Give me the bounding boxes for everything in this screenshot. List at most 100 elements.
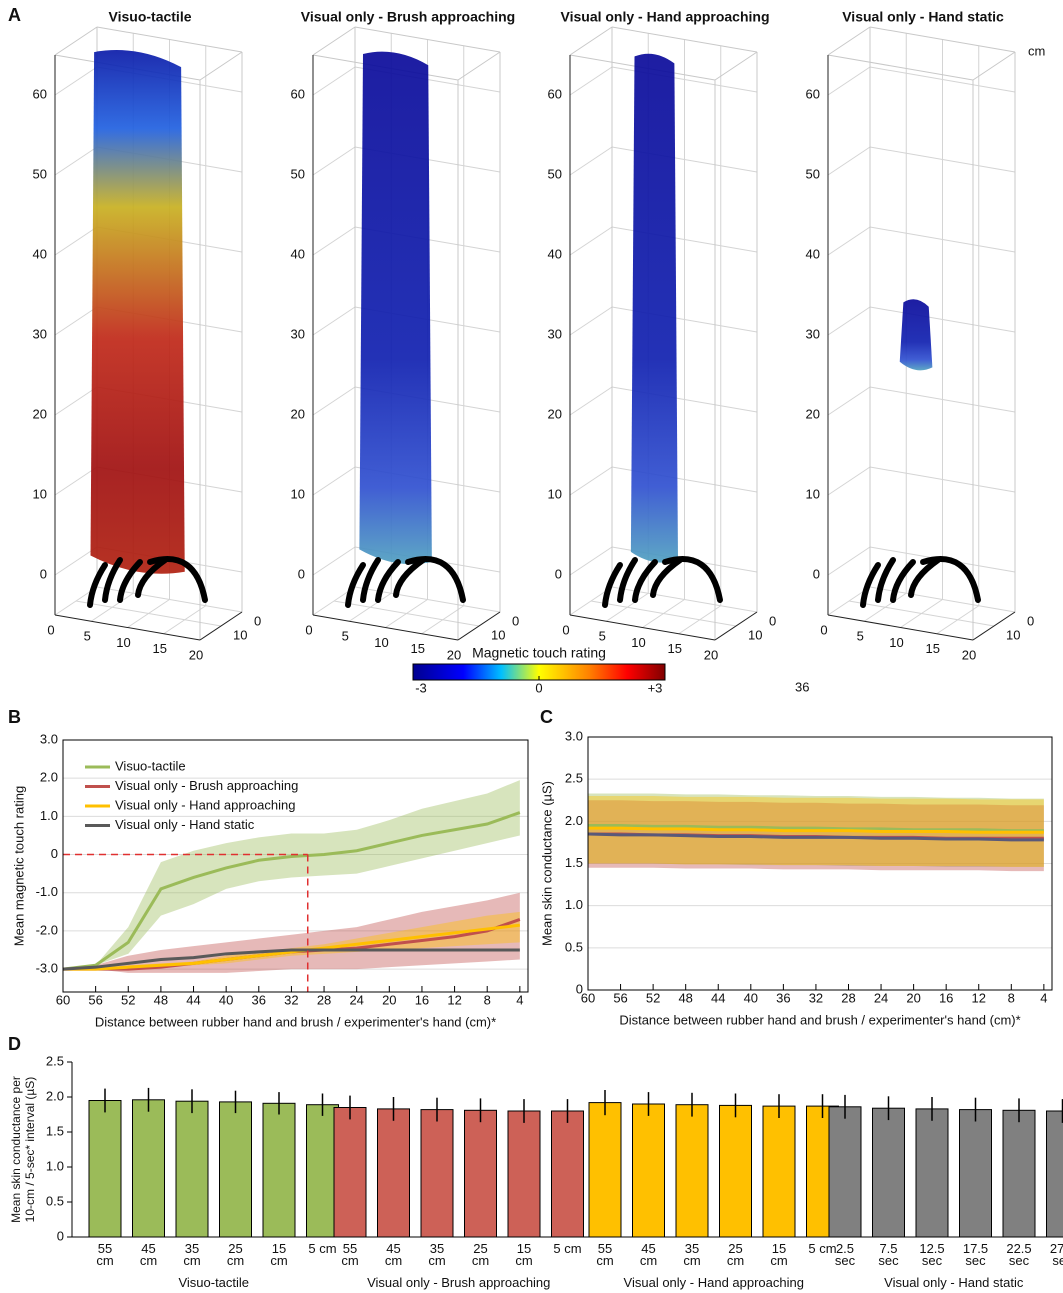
legend-label: Visual only - Brush approaching <box>115 778 298 793</box>
category-label: 15 cm <box>515 1241 533 1268</box>
y-tick-label: 0 <box>576 981 583 996</box>
box-edge <box>54 26 98 56</box>
x-tick-label: 48 <box>154 992 168 1007</box>
panel-label: B <box>8 707 21 727</box>
category-label: 55 cm <box>341 1241 359 1268</box>
bar <box>828 1106 862 1238</box>
hand-shape <box>117 559 143 603</box>
bar <box>959 1109 992 1238</box>
hand-shape <box>920 556 981 603</box>
z-tick-label: 30 <box>291 326 305 341</box>
panel-title: Visual only - Hand static <box>842 9 1004 25</box>
grid-line <box>569 306 613 336</box>
category-label: 55 cm <box>596 1241 614 1268</box>
y-tick-label: 0.5 <box>46 1193 64 1208</box>
line <box>588 824 1044 833</box>
colorbar-tick-label: +3 <box>648 680 663 695</box>
bar <box>675 1104 709 1238</box>
grid-line <box>312 546 356 576</box>
bar <box>219 1101 252 1238</box>
x-tick-label: 32 <box>284 992 298 1007</box>
bar <box>1046 1110 1063 1238</box>
bar <box>464 1109 497 1238</box>
z-tick-label: 30 <box>33 326 47 341</box>
x-tick-label: 52 <box>121 992 135 1007</box>
hand-shape <box>890 559 916 603</box>
x-tick-label: 0 <box>305 622 312 637</box>
grid-line <box>54 66 98 96</box>
category-label: 15 cm <box>770 1241 788 1268</box>
bar <box>507 1110 541 1238</box>
axis-line <box>569 614 716 641</box>
bar <box>262 1102 296 1238</box>
hand-shape <box>617 557 638 603</box>
category-label: 45 cm <box>639 1241 658 1268</box>
y-axis-label: Mean magnetic touch rating <box>11 786 26 946</box>
y-tick-label: 0 <box>254 613 261 628</box>
x-tick-label: 24 <box>349 992 363 1007</box>
panel-label: A <box>8 5 21 25</box>
hand-shape <box>662 556 723 603</box>
line <box>588 826 1044 834</box>
box-edge <box>972 51 1016 81</box>
y-tick-label: 0 <box>769 613 776 628</box>
x-tick-label: 20 <box>704 647 718 662</box>
group-label: Visual only - Hand static <box>884 1275 1024 1290</box>
bar <box>762 1105 796 1238</box>
x-tick-label: 40 <box>744 990 758 1005</box>
colorbar-title: Magnetic touch rating <box>472 645 606 661</box>
x-tick-label: 15 <box>411 641 425 656</box>
y-tick-label: -3.0 <box>36 961 58 976</box>
annotation: 36 <box>795 679 809 694</box>
y-tick-label: 0.5 <box>565 939 583 954</box>
box-edge <box>827 26 871 56</box>
panel-title: Visual only - Hand approaching <box>561 9 770 25</box>
x-tick-label: 8 <box>484 992 491 1007</box>
y-tick-label: 10 <box>233 627 247 642</box>
grid-line <box>827 146 871 176</box>
y-tick-label: 10 <box>748 627 762 642</box>
y-tick-label: 1.5 <box>46 1123 64 1138</box>
box-edge <box>354 26 501 53</box>
x-tick-label: 56 <box>88 992 102 1007</box>
legend-label: Visuo-tactile <box>115 758 186 773</box>
line <box>587 832 1044 842</box>
axis-line <box>714 611 758 641</box>
grid-line <box>827 306 871 336</box>
y-tick-label: 2.0 <box>46 1088 64 1103</box>
category-label: 22.5 sec <box>1006 1241 1032 1268</box>
hand-shape <box>135 557 168 598</box>
category-label: 45 cm <box>384 1241 403 1268</box>
box-edge <box>96 26 243 53</box>
x-tick-label: 16 <box>939 990 953 1005</box>
colorbar-tick-label: -3 <box>415 680 427 695</box>
hand-shape <box>650 557 683 598</box>
grid-line <box>54 466 98 496</box>
grid-line <box>312 466 356 496</box>
x-tick-label: 15 <box>668 641 682 656</box>
x-axis-label: Distance between rubber hand and brush /… <box>619 1012 1020 1027</box>
grid-line <box>569 66 613 96</box>
x-tick-label: 44 <box>711 990 725 1005</box>
x-tick-label: 52 <box>646 990 660 1005</box>
z-tick-label: 0 <box>298 566 305 581</box>
y-tick-label: 1.0 <box>565 897 583 912</box>
category-label: 35 cm <box>683 1241 701 1268</box>
x-tick-label: 12 <box>972 990 986 1005</box>
y-tick-label: 2.5 <box>565 771 583 786</box>
z-tick-label: 0 <box>40 566 47 581</box>
z-tick-label: 50 <box>806 166 820 181</box>
x-tick-label: 15 <box>153 641 167 656</box>
x-tick-label: 28 <box>317 992 331 1007</box>
y-axis-label: 10-cm / 5-sec* interval (µS) <box>23 1077 37 1223</box>
y-tick-label: -1.0 <box>36 884 58 899</box>
plot-frame <box>62 739 529 993</box>
x-tick-label: 56 <box>613 990 627 1005</box>
bar <box>1002 1109 1036 1238</box>
z-tick-label: 60 <box>33 86 47 101</box>
x-axis-label: Distance between rubber hand and brush /… <box>95 1014 496 1029</box>
z-tick-label: 50 <box>548 166 562 181</box>
hand-shape <box>602 562 623 608</box>
box-edge <box>569 26 613 56</box>
